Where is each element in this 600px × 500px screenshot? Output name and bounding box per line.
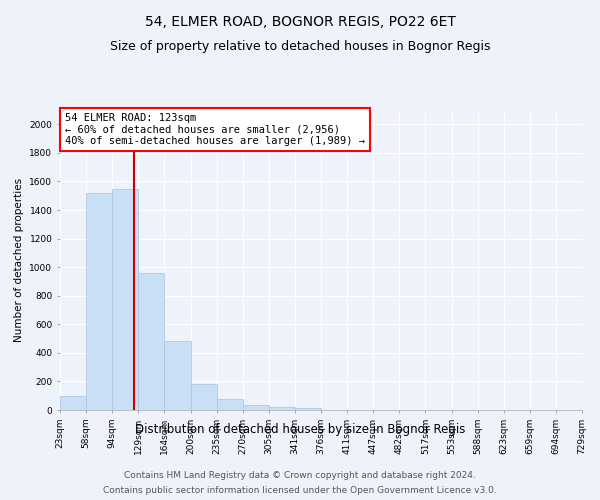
Bar bbox=[86, 193, 112, 410]
Bar bbox=[269, 407, 295, 410]
Bar bbox=[191, 384, 217, 410]
Y-axis label: Number of detached properties: Number of detached properties bbox=[14, 178, 24, 342]
Text: Size of property relative to detached houses in Bognor Regis: Size of property relative to detached ho… bbox=[110, 40, 490, 53]
Text: Contains public sector information licensed under the Open Government Licence v3: Contains public sector information licen… bbox=[103, 486, 497, 495]
Bar bbox=[217, 398, 243, 410]
Text: 54 ELMER ROAD: 123sqm
← 60% of detached houses are smaller (2,956)
40% of semi-d: 54 ELMER ROAD: 123sqm ← 60% of detached … bbox=[65, 113, 365, 146]
Bar bbox=[139, 273, 164, 410]
Text: Contains HM Land Registry data © Crown copyright and database right 2024.: Contains HM Land Registry data © Crown c… bbox=[124, 471, 476, 480]
Bar bbox=[295, 408, 321, 410]
Text: Distribution of detached houses by size in Bognor Regis: Distribution of detached houses by size … bbox=[135, 422, 465, 436]
Bar bbox=[60, 396, 86, 410]
Bar bbox=[164, 342, 191, 410]
Bar bbox=[242, 405, 269, 410]
Text: 54, ELMER ROAD, BOGNOR REGIS, PO22 6ET: 54, ELMER ROAD, BOGNOR REGIS, PO22 6ET bbox=[145, 15, 455, 29]
Bar bbox=[112, 188, 139, 410]
